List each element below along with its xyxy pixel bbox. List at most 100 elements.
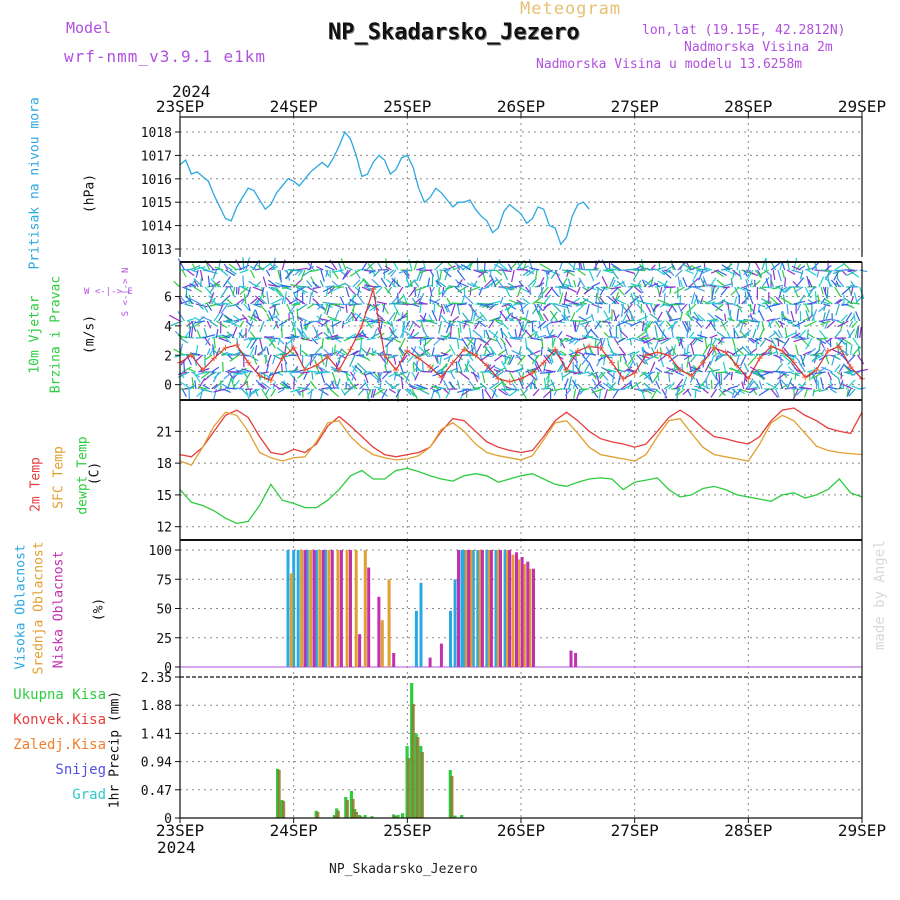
wind-arrow xyxy=(654,266,667,271)
wind-arrow xyxy=(724,313,727,322)
wind-arrow xyxy=(311,337,319,345)
wind-arrow xyxy=(838,379,844,390)
wind-arrow xyxy=(515,354,524,359)
wind-arrow xyxy=(200,316,213,322)
wind-arrow xyxy=(296,286,299,298)
wind-arrow xyxy=(576,286,581,296)
wind-arrow xyxy=(685,312,695,322)
wind-arrow xyxy=(522,269,531,276)
wind-arrow xyxy=(580,320,592,326)
wind-arrow xyxy=(600,337,606,349)
wind-arrow xyxy=(680,303,688,311)
wind-arrow xyxy=(302,337,310,341)
wind-arrow xyxy=(409,328,415,339)
footer-station: NP_Skadarsko_Jezero xyxy=(329,862,478,877)
wind-arrow xyxy=(851,371,860,377)
wind-arrow xyxy=(494,366,506,373)
wind-arrow xyxy=(786,303,789,315)
wind-arrow xyxy=(681,320,689,333)
wind-arrow xyxy=(562,312,570,322)
wind-arrow xyxy=(579,262,583,271)
wind-arrow xyxy=(574,364,581,373)
wind-arrow xyxy=(397,293,399,305)
wind-arrow xyxy=(683,354,692,361)
wind-arrow xyxy=(508,286,517,290)
wind-arrow xyxy=(641,347,645,356)
wind-arrow xyxy=(848,388,856,397)
wind-arrow xyxy=(331,280,340,288)
wind-arrow xyxy=(232,315,242,322)
wind-arrow xyxy=(691,316,704,322)
wind-arrow xyxy=(566,269,575,273)
wind-arrow xyxy=(545,335,557,339)
wind-arrow xyxy=(613,314,620,322)
wind-arrow xyxy=(695,320,703,329)
wind-arrow xyxy=(757,303,761,313)
cloud-bar xyxy=(460,550,464,667)
wind-arrow xyxy=(479,311,488,322)
wind-arrow xyxy=(345,371,349,382)
wind-arrow xyxy=(225,265,233,271)
wind-arrow xyxy=(493,330,499,339)
wind-arrow xyxy=(768,351,778,356)
wind-arrow xyxy=(546,269,554,275)
wind-arrow xyxy=(209,346,216,356)
wind-arrow xyxy=(357,388,365,396)
wind-speed-point xyxy=(733,362,740,369)
wind-arrow xyxy=(491,388,497,399)
cloud-bar xyxy=(453,579,457,668)
wind-arrow xyxy=(352,279,361,288)
wind-arrow xyxy=(239,320,245,328)
wind-arrow xyxy=(431,347,435,356)
wind-arrow xyxy=(320,354,325,366)
wind-arrow xyxy=(351,365,358,373)
wind-arrow xyxy=(429,365,440,373)
wind-arrow xyxy=(576,383,583,390)
y-tick-label: 0.94 xyxy=(141,756,172,771)
wind-arrow xyxy=(447,320,456,329)
wind-arrow xyxy=(340,258,347,271)
wind-arrow xyxy=(607,295,617,305)
wind-arrow xyxy=(298,269,304,277)
wind-arrow xyxy=(377,388,388,397)
wind-arrow xyxy=(488,329,499,339)
wind-arrow xyxy=(817,380,820,390)
wind-arrow xyxy=(485,303,494,306)
wind-arrow xyxy=(766,382,779,390)
wind-speed-point xyxy=(563,366,570,373)
wind-arrow xyxy=(261,388,269,401)
wind-arrow xyxy=(645,354,658,362)
wind-arrow xyxy=(376,301,388,305)
wind-arrow xyxy=(805,337,813,350)
wind-arrow xyxy=(477,302,485,305)
wind-arrow xyxy=(826,274,831,288)
wind-arrow xyxy=(259,297,267,305)
wind-arrow xyxy=(820,320,831,326)
wind-arrow xyxy=(820,347,826,356)
wind-arrow xyxy=(730,371,733,381)
wind-arrow xyxy=(772,370,785,373)
wind-arrow xyxy=(740,330,747,339)
wind-arrow xyxy=(351,371,356,381)
wind-arrow xyxy=(710,284,724,288)
wind-arrow xyxy=(697,314,706,322)
wind-arrow xyxy=(509,316,518,322)
wind-arrow xyxy=(813,388,822,393)
wind-arrow xyxy=(643,320,652,332)
wind-arrow xyxy=(535,301,547,305)
wind-arrow xyxy=(693,286,705,292)
wind-arrow xyxy=(446,297,452,305)
wind-arrow xyxy=(818,276,825,288)
wind-arrow xyxy=(700,330,702,339)
wind-arrow xyxy=(504,337,512,348)
wind-arrow xyxy=(331,337,340,341)
wind-arrow xyxy=(522,263,527,271)
wind-arrow xyxy=(805,320,817,328)
wind-arrow xyxy=(702,300,710,305)
wind-arrow xyxy=(643,382,652,390)
wind-arrow xyxy=(193,278,204,288)
wind-arrow xyxy=(697,268,708,271)
wind-arrow xyxy=(365,320,379,327)
wind-arrow xyxy=(354,269,361,279)
wind-arrow xyxy=(848,320,854,328)
